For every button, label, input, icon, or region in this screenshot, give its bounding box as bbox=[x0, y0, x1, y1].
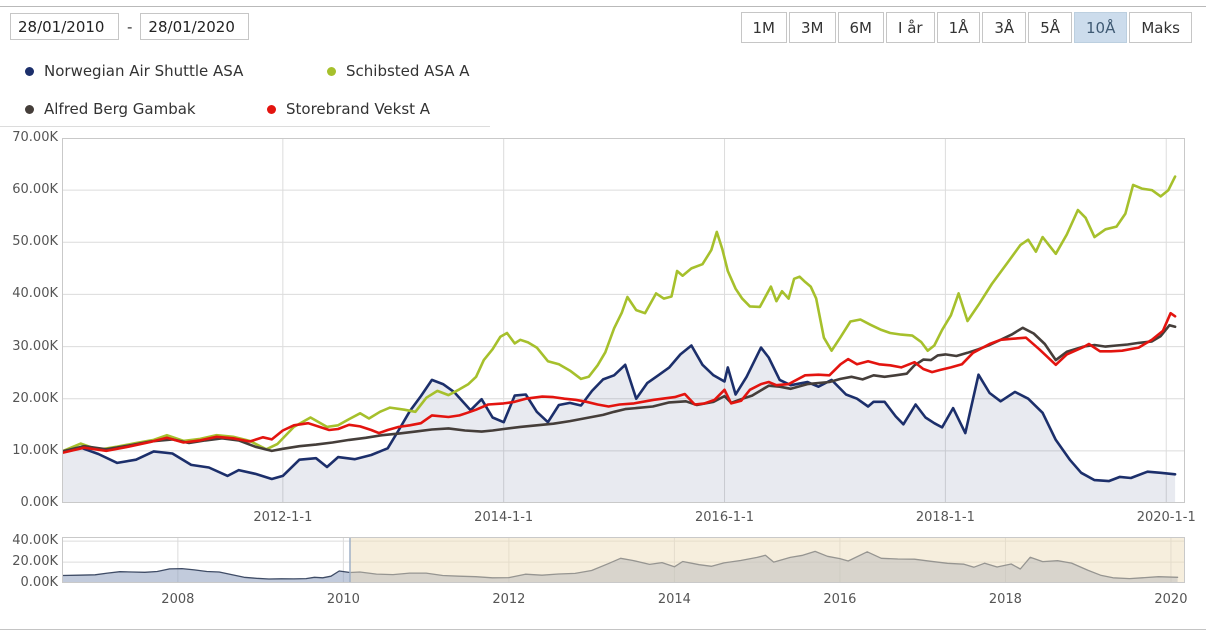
main-chart-svg bbox=[62, 138, 1185, 503]
main-x-tick-2012-1-1: 2012-1-1 bbox=[253, 510, 313, 525]
legend-dot-icon bbox=[25, 66, 34, 76]
legend-divider bbox=[0, 126, 490, 127]
navigator-plot-area[interactable] bbox=[62, 537, 1185, 583]
navigator-svg bbox=[62, 537, 1185, 583]
range-button-3å[interactable]: 3Å bbox=[982, 12, 1027, 43]
date-range-separator: - bbox=[127, 17, 133, 36]
legend-dot-icon bbox=[327, 66, 336, 76]
nav-x-tick-2008: 2008 bbox=[161, 592, 195, 607]
bottom-divider bbox=[0, 629, 1206, 630]
range-button-1å[interactable]: 1Å bbox=[936, 12, 981, 43]
main-y-tick-0.00K: 0.00K bbox=[20, 495, 58, 510]
date-range-controls: - bbox=[10, 13, 250, 40]
main-chart-plot-area[interactable] bbox=[62, 138, 1185, 503]
nav-y-tick-20.00K: 20.00K bbox=[12, 554, 58, 570]
nav-x-tick-2012: 2012 bbox=[492, 592, 526, 607]
nav-y-tick-40.00K: 40.00K bbox=[12, 533, 58, 549]
range-button-iår[interactable]: I år bbox=[886, 12, 935, 43]
nav-y-tick-0.00K: 0.00K bbox=[20, 575, 58, 590]
main-y-tick-70.00K: 70.00K bbox=[12, 130, 58, 145]
main-x-tick-2020-1-1: 2020-1-1 bbox=[1136, 510, 1196, 525]
date-from-input[interactable] bbox=[10, 13, 119, 40]
legend-item-1[interactable]: Schibsted ASA A bbox=[327, 62, 470, 80]
main-y-tick-60.00K: 60.00K bbox=[12, 182, 58, 198]
range-button-3m[interactable]: 3M bbox=[789, 12, 836, 43]
legend-item-0[interactable]: Norwegian Air Shuttle ASA bbox=[25, 62, 243, 80]
range-button-6m[interactable]: 6M bbox=[837, 12, 884, 43]
range-button-5å[interactable]: 5Å bbox=[1028, 12, 1072, 43]
time-range-buttons: 1M 3M 6M I år 1Å 3Å 5Å 10Å Maks bbox=[740, 12, 1192, 43]
legend-label: Schibsted ASA A bbox=[346, 62, 470, 80]
range-button-1m[interactable]: 1M bbox=[740, 12, 787, 43]
range-button-maks[interactable]: Maks bbox=[1129, 12, 1192, 43]
nav-x-tick-2016: 2016 bbox=[823, 592, 857, 607]
main-x-tick-2016-1-1: 2016-1-1 bbox=[695, 510, 755, 525]
nav-x-tick-2014: 2014 bbox=[657, 592, 691, 607]
main-x-tick-2018-1-1: 2018-1-1 bbox=[915, 510, 975, 525]
main-y-tick-30.00K: 30.00K bbox=[12, 338, 58, 354]
main-y-tick-50.00K: 50.00K bbox=[12, 234, 58, 250]
legend-label: Norwegian Air Shuttle ASA bbox=[44, 62, 244, 80]
legend-label: Alfred Berg Gambak bbox=[44, 100, 196, 118]
legend-item-2[interactable]: Alfred Berg Gambak bbox=[25, 100, 196, 118]
main-y-tick-20.00K: 20.00K bbox=[12, 390, 58, 406]
legend-dot-icon bbox=[25, 104, 34, 114]
main-x-tick-2014-1-1: 2014-1-1 bbox=[474, 510, 534, 525]
legend-item-3[interactable]: Storebrand Vekst A bbox=[267, 100, 430, 118]
main-y-tick-10.00K: 10.00K bbox=[12, 442, 58, 458]
nav-x-tick-2010: 2010 bbox=[326, 592, 360, 607]
top-divider bbox=[0, 6, 1206, 7]
date-to-input[interactable] bbox=[140, 13, 250, 40]
nav-x-tick-2020: 2020 bbox=[1154, 592, 1188, 607]
legend-label: Storebrand Vekst A bbox=[286, 100, 431, 118]
legend-dot-icon bbox=[267, 104, 276, 114]
range-button-10å[interactable]: 10Å bbox=[1074, 12, 1128, 43]
nav-x-tick-2018: 2018 bbox=[988, 592, 1022, 607]
main-y-tick-40.00K: 40.00K bbox=[12, 286, 58, 302]
